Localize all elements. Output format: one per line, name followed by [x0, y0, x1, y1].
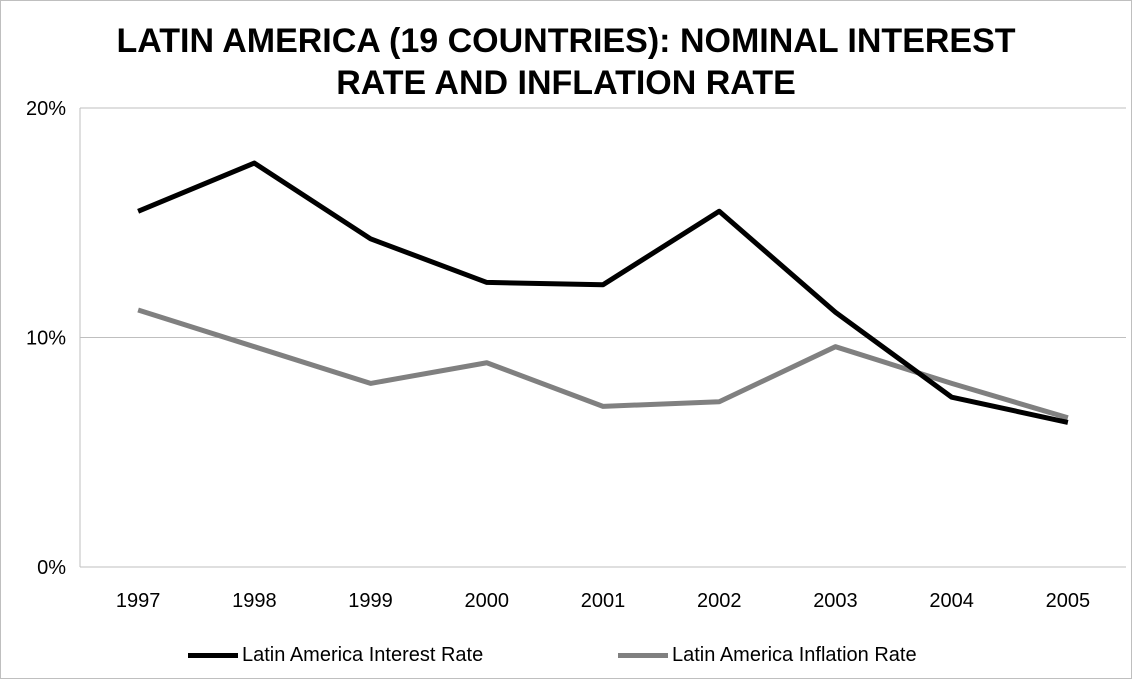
legend-label-interest: Latin America Interest Rate: [242, 643, 484, 666]
x-tick-label-2002: 2002: [697, 590, 742, 612]
x-tick-label-1997: 1997: [116, 590, 161, 612]
x-tick-label-1999: 1999: [348, 590, 393, 612]
chart-title-line-2: RATE AND INFLATION RATE: [336, 64, 796, 102]
chart-title: LATIN AMERICA (19 COUNTRIES): NOMINAL IN…: [0, 20, 1132, 104]
x-tick-label-2005: 2005: [1046, 590, 1091, 612]
chart-title-line-1: LATIN AMERICA (19 COUNTRIES): NOMINAL IN…: [116, 22, 1016, 60]
series-line-inflation: [137, 307, 1069, 421]
x-tick-label-2003: 2003: [813, 590, 858, 612]
x-tick-label-1998: 1998: [232, 590, 277, 612]
y-tick-label-20: 20%: [26, 98, 66, 120]
x-tick-label-2001: 2001: [581, 590, 626, 612]
series-line-interest: [137, 160, 1069, 425]
legend-swatch-inflation: [618, 652, 668, 658]
legend: Latin America Interest Rate Latin Americ…: [0, 640, 1132, 670]
y-tick-label-10: 10%: [26, 328, 66, 350]
legend-label-inflation: Latin America Inflation Rate: [672, 643, 917, 666]
legend-item-inflation: Latin America Inflation Rate: [618, 640, 917, 670]
legend-item-interest: Latin America Interest Rate: [188, 640, 483, 670]
x-tick-label-2004: 2004: [929, 590, 974, 612]
legend-swatch-interest: [188, 652, 238, 658]
x-tick-label-2000: 2000: [465, 590, 510, 612]
y-tick-label-0: 0%: [37, 557, 66, 579]
